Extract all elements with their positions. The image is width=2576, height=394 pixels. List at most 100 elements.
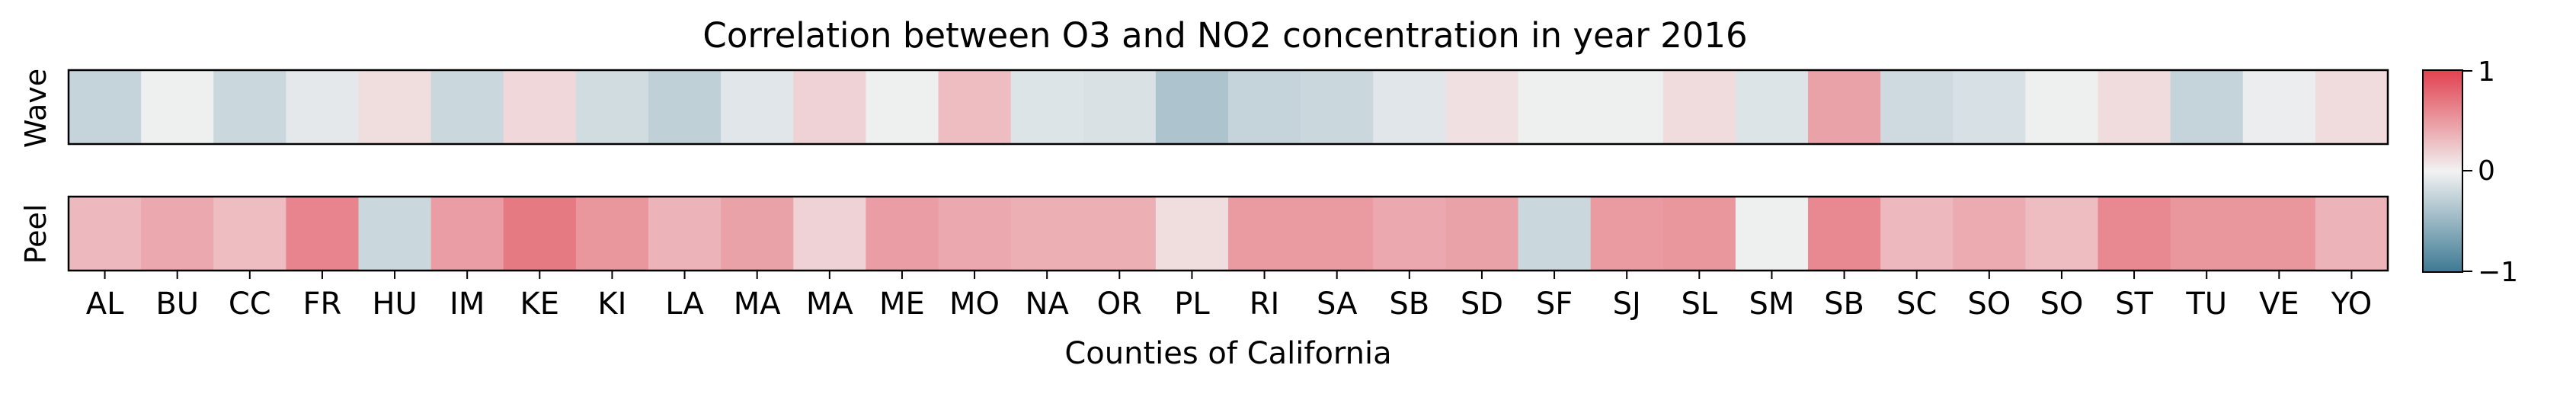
heatmap-cell-wave-26 [1880, 70, 1954, 144]
heatmap-cell-wave-24 [1735, 70, 1809, 144]
x-tick-label-26: SC [1896, 287, 1937, 322]
heatmap-cell-peel-2 [141, 197, 214, 271]
heatmap-cell-peel-12 [866, 197, 939, 271]
x-tick-label-3: CC [229, 287, 271, 322]
heatmap-cell-peel-16 [1155, 197, 1229, 271]
x-tick-label-32: YO [2331, 287, 2373, 322]
heatmap-cell-wave-4 [286, 70, 360, 144]
heatmap-cell-peel-9 [648, 197, 722, 271]
heatmap-cell-wave-19 [1373, 70, 1446, 144]
heatmap-cell-peel-28 [2025, 197, 2099, 271]
x-tick-label-29: ST [2115, 287, 2153, 322]
heatmap-cell-wave-6 [430, 70, 504, 144]
heatmap-cell-wave-10 [721, 70, 794, 144]
colorbar-label-bot: −1 [2478, 257, 2518, 288]
x-tick-label-28: SO [2040, 287, 2084, 322]
heatmap-cell-wave-18 [1301, 70, 1374, 144]
chart-title: Correlation between O3 and NO2 concentra… [702, 15, 1747, 56]
x-tick-label-22: SJ [1613, 287, 1641, 322]
heatmap-cell-peel-6 [430, 197, 504, 271]
heatmap-cell-peel-15 [1083, 197, 1157, 271]
heatmap-cell-peel-10 [721, 197, 794, 271]
heatmap-cell-wave-32 [2315, 70, 2389, 144]
heatmap-cell-wave-1 [69, 70, 142, 144]
heatmap-cell-peel-27 [1953, 197, 2026, 271]
x-tick-label-30: TU [2185, 287, 2227, 322]
heatmap-cell-peel-4 [286, 197, 360, 271]
heatmap-cell-peel-21 [1518, 197, 1592, 271]
heatmap-cell-peel-26 [1880, 197, 1954, 271]
wave-row-frame [67, 69, 2389, 146]
heatmap-cell-wave-29 [2098, 70, 2171, 144]
x-tick-label-9: LA [665, 287, 704, 322]
colorbar-label-mid: 0 [2478, 155, 2495, 187]
x-tick-label-12: ME [879, 287, 925, 322]
x-tick-label-4: FR [303, 287, 342, 322]
heatmap-cell-peel-25 [1808, 197, 1881, 271]
heatmap-cell-wave-2 [141, 70, 214, 144]
x-tick-label-15: OR [1097, 287, 1142, 322]
heatmap-cell-wave-20 [1445, 70, 1519, 144]
heatmap-cell-wave-15 [1083, 70, 1157, 144]
x-tick-label-7: KE [520, 287, 560, 322]
x-tick-label-25: SB [1824, 287, 1864, 322]
heatmap-cell-wave-12 [866, 70, 939, 144]
heatmap-cell-peel-8 [575, 197, 649, 271]
heatmap-cell-wave-7 [503, 70, 577, 144]
x-tick-label-17: RI [1250, 287, 1280, 322]
x-tick-label-8: KI [597, 287, 626, 322]
x-tick-label-1: AL [86, 287, 124, 322]
heatmap-cell-wave-8 [575, 70, 649, 144]
heatmap-cell-wave-22 [1590, 70, 1664, 144]
heatmap-cell-wave-17 [1228, 70, 1301, 144]
x-axis: AL BU CC FR HU IM KE KI LA MA MA ME MO NA OR PL RI SA SB SD… [86, 271, 2373, 322]
x-tick-label-19: SB [1389, 287, 1429, 322]
y-label-peel: Peel [19, 204, 53, 264]
x-tick-label-31: VE [2259, 287, 2299, 322]
x-tick-label-14: NA [1026, 287, 1070, 322]
heatmap-cell-peel-32 [2315, 197, 2389, 271]
peel-row-frame [67, 195, 2389, 272]
heatmap-cell-wave-3 [213, 70, 286, 144]
heatmap-cell-wave-31 [2242, 70, 2316, 144]
heatmap-cell-wave-27 [1953, 70, 2026, 144]
heatmap-cell-peel-3 [213, 197, 286, 271]
x-tick-label-16: PL [1174, 287, 1210, 322]
heatmap-cell-peel-22 [1590, 197, 1664, 271]
colorbar [2422, 69, 2463, 273]
heatmap-cell-peel-23 [1662, 197, 1736, 271]
colorbar-label-top: 1 [2478, 56, 2495, 88]
y-label-wave: Wave [19, 69, 53, 148]
heatmap-cell-wave-11 [793, 70, 866, 144]
heatmap-cell-peel-29 [2098, 197, 2171, 271]
peel-row [69, 197, 2389, 271]
x-tick-label-2: BU [155, 287, 199, 322]
heatmap-cell-peel-20 [1445, 197, 1519, 271]
heatmap-cell-wave-21 [1518, 70, 1592, 144]
x-tick-label-13: MO [949, 287, 1000, 322]
heatmap-cell-wave-25 [1808, 70, 1881, 144]
heatmap-cell-peel-18 [1301, 197, 1374, 271]
heatmap-cell-peel-14 [1010, 197, 1084, 271]
heatmap-cell-wave-28 [2025, 70, 2099, 144]
heatmap-cell-peel-11 [793, 197, 866, 271]
heatmap-cell-wave-23 [1662, 70, 1736, 144]
x-tick-label-11: MA [806, 287, 854, 322]
wave-row [69, 70, 2389, 144]
heatmap-cell-peel-30 [2170, 197, 2244, 271]
heatmap-cell-peel-24 [1735, 197, 1809, 271]
heatmap-cell-peel-13 [938, 197, 1012, 271]
x-tick-label-27: SO [1967, 287, 2011, 322]
x-tick-label-10: MA [734, 287, 782, 322]
x-axis-label: Counties of California [1064, 336, 1391, 371]
colorbar-ticks: 1 0 −1 [2462, 56, 2518, 288]
x-tick-label-21: SF [1536, 287, 1573, 322]
x-tick-label-18: SA [1317, 287, 1358, 322]
heatmap-cell-wave-30 [2170, 70, 2244, 144]
heatmap-cell-wave-5 [358, 70, 432, 144]
heatmap-cell-peel-1 [69, 197, 142, 271]
heatmap-cell-wave-13 [938, 70, 1012, 144]
heatmap-cell-peel-19 [1373, 197, 1446, 271]
heatmap-cell-wave-16 [1155, 70, 1229, 144]
